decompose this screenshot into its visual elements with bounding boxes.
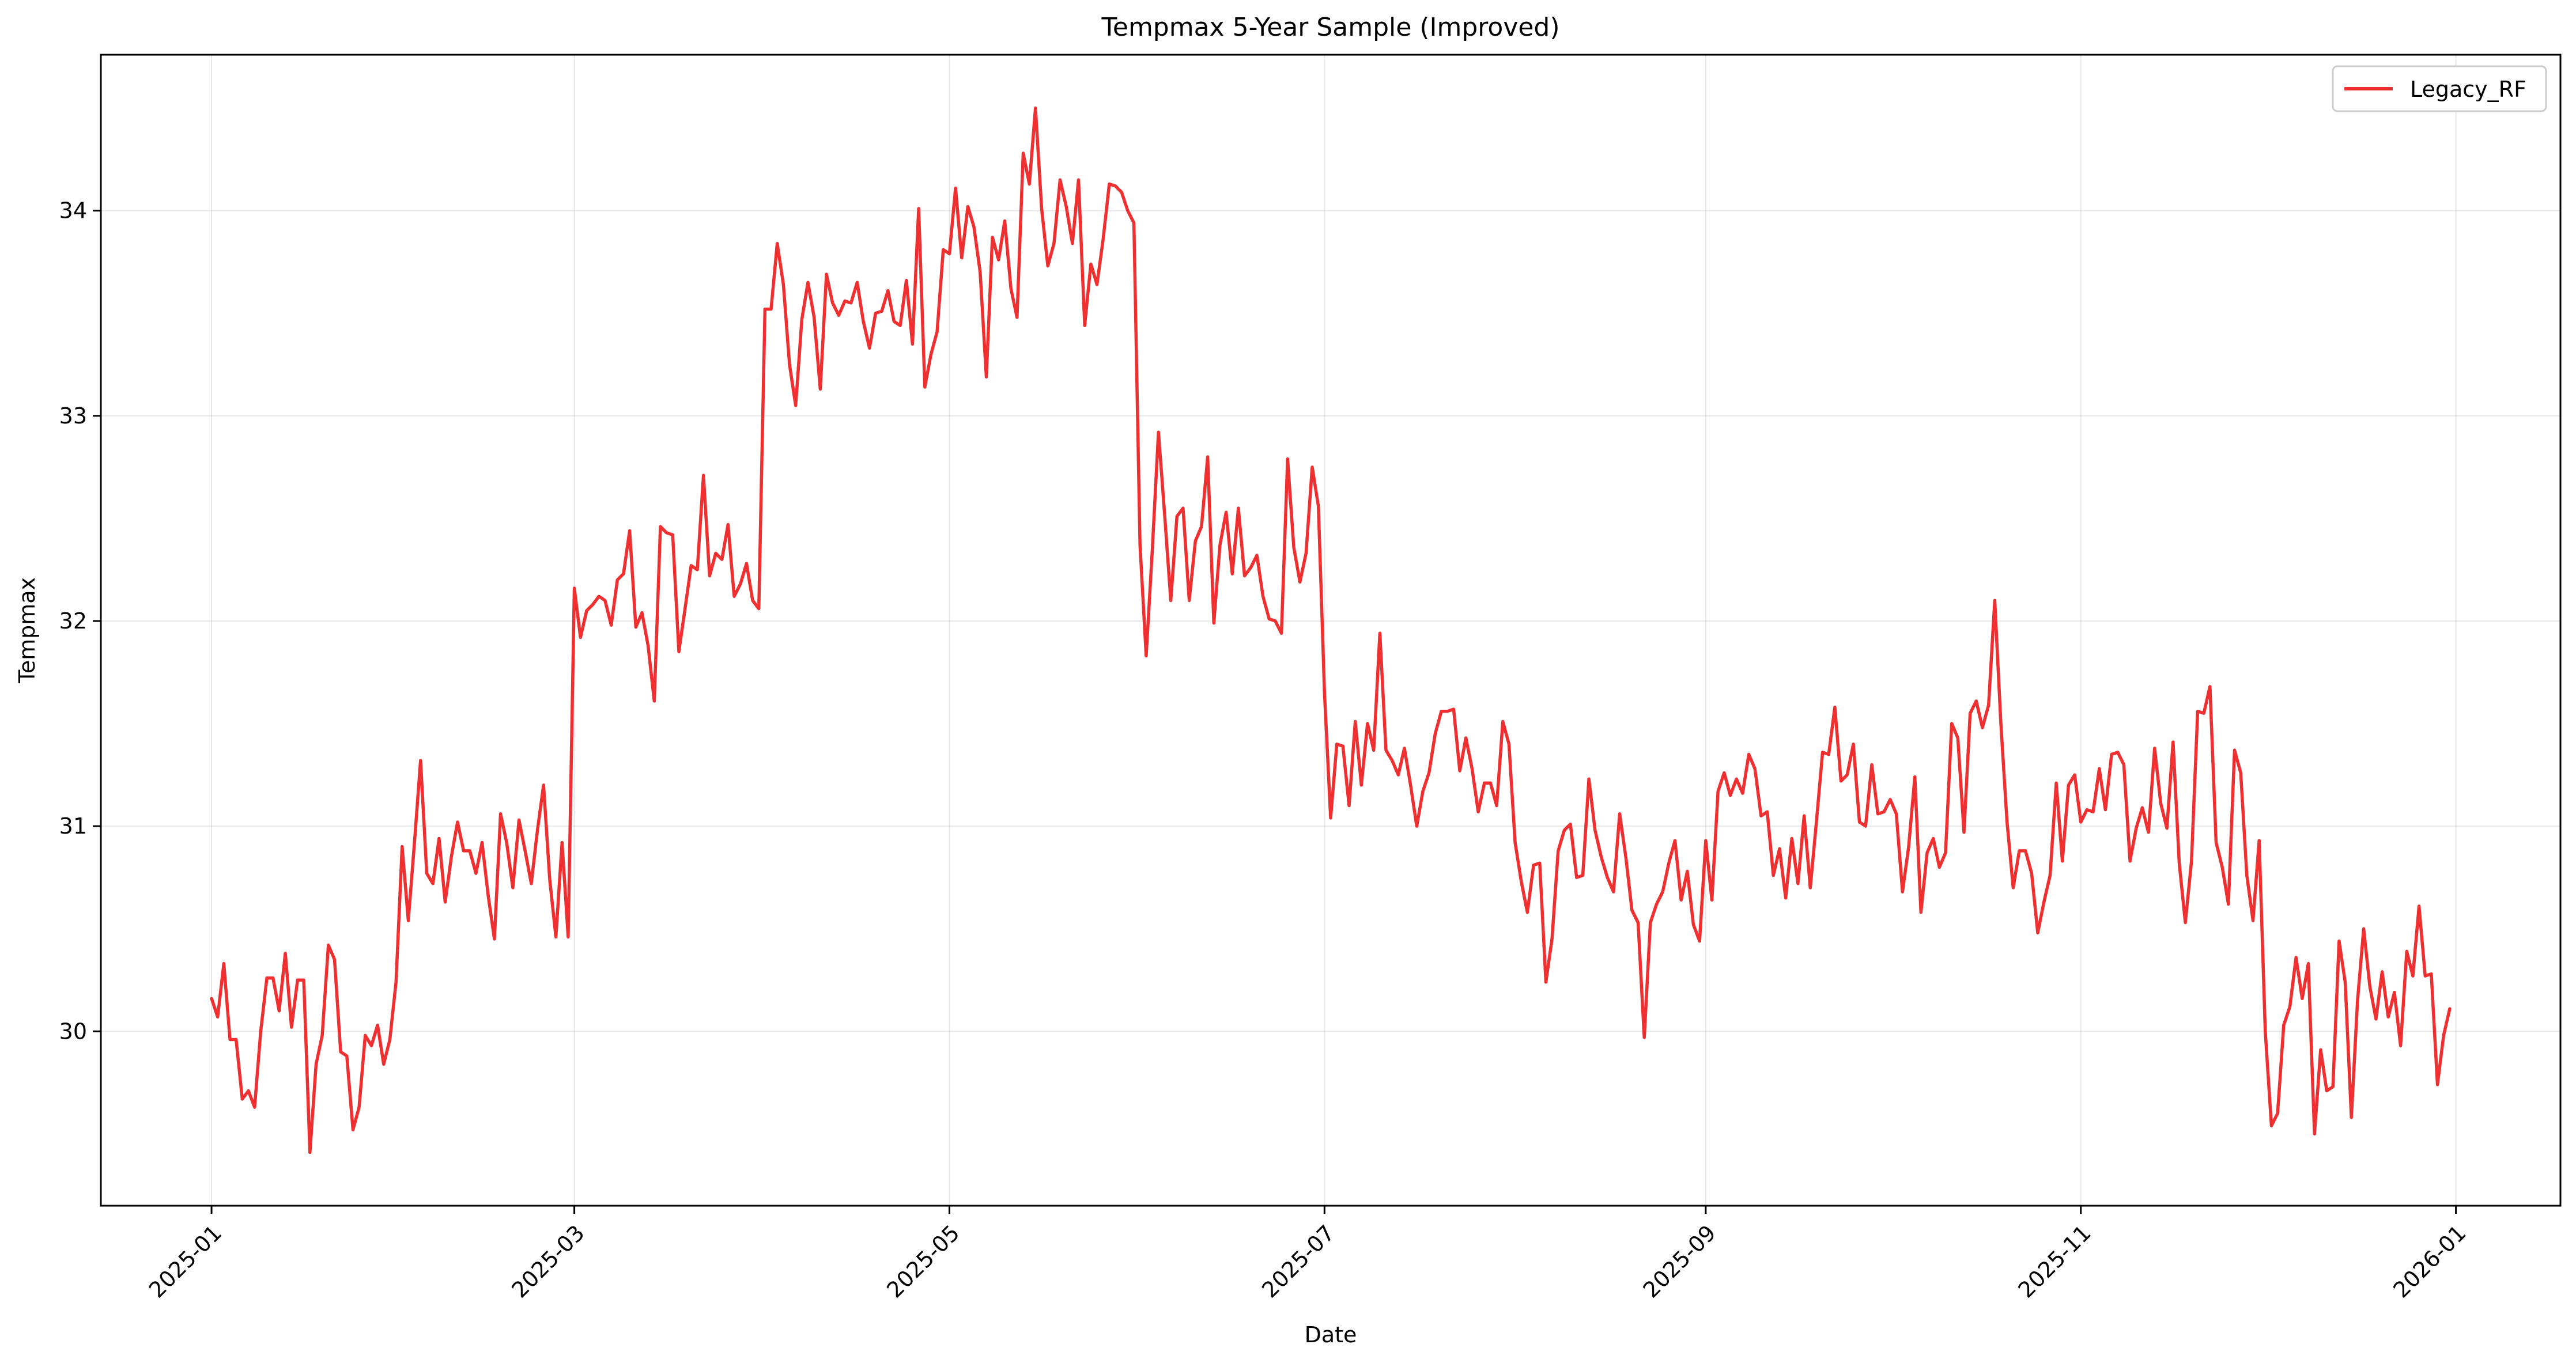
- legend-box: [2332, 65, 2547, 112]
- legend: Legacy_RF: [2332, 65, 2547, 112]
- y-tick-label: 33: [59, 403, 87, 429]
- series-line-legacy-rf: [210, 106, 2452, 1154]
- y-tick-label: 34: [59, 198, 87, 224]
- y-axis-label: Tempmax: [14, 577, 40, 684]
- legend-label: Legacy_RF: [2410, 77, 2526, 102]
- y-tick-label: 32: [59, 608, 87, 634]
- plot-frame: [100, 54, 2562, 1207]
- x-axis-label: Date: [1305, 1322, 1357, 1347]
- y-tick-label: 31: [59, 813, 87, 839]
- y-axis: 30 31 32 33 34: [59, 198, 101, 1044]
- y-tick-label: 30: [59, 1019, 87, 1044]
- chart-title: Tempmax 5-Year Sample (Improved): [1101, 13, 1559, 42]
- series-layer: [210, 106, 2452, 1154]
